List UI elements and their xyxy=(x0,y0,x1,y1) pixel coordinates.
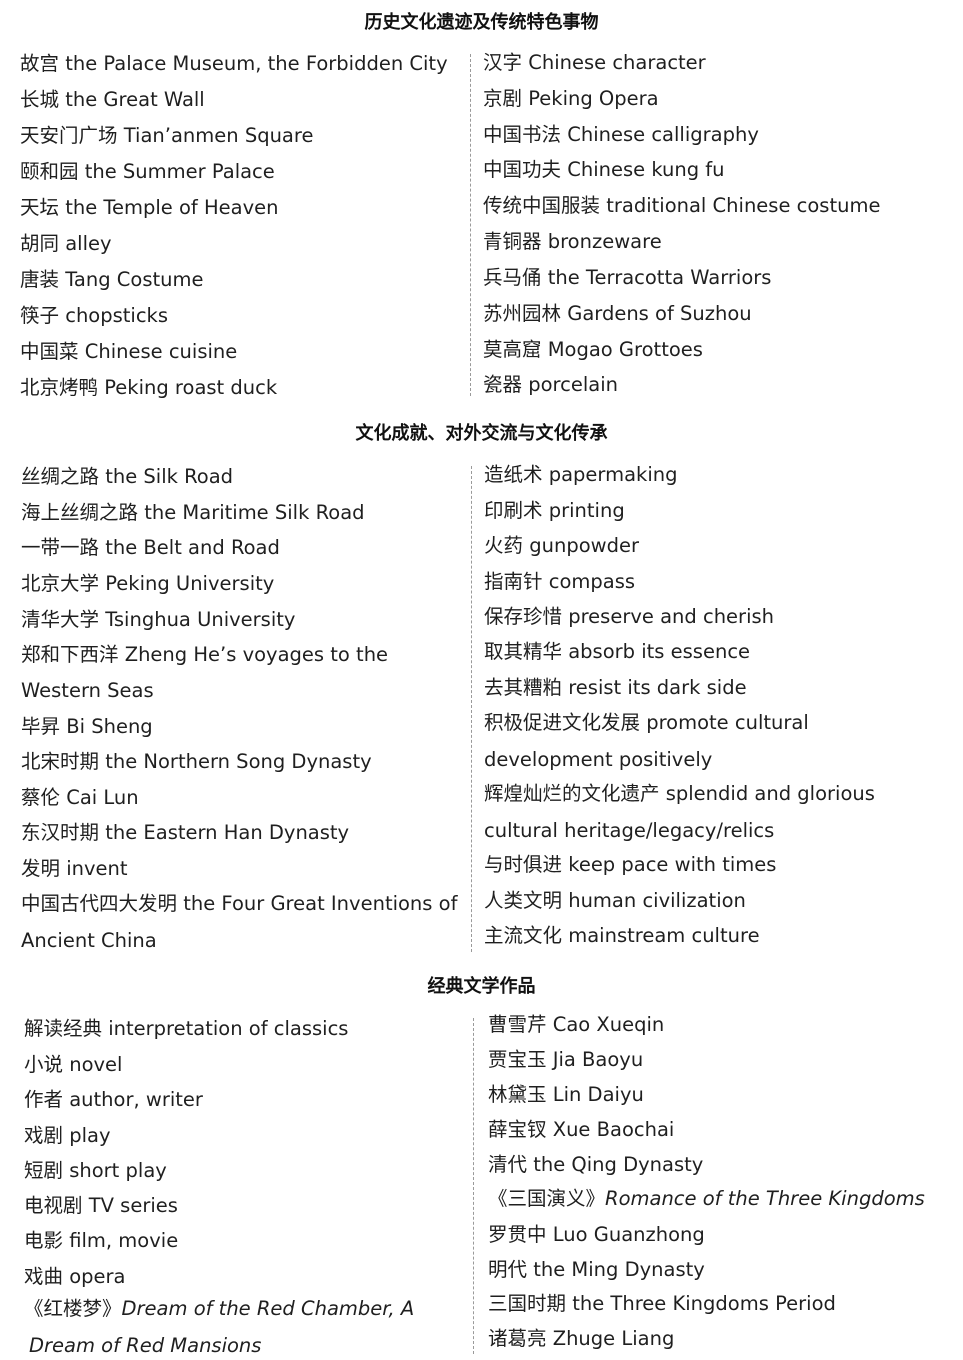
section-2-title: 文化成就、对外交流与文化传承 xyxy=(355,423,608,444)
entry: 中国书法 Chinese calligraphy xyxy=(483,123,759,146)
entry: 小说 novel xyxy=(24,1053,123,1076)
entry: 苏州园林 Gardens of Suzhou xyxy=(483,302,752,325)
entry: 兵马俑 the Terracotta Warriors xyxy=(483,266,772,289)
entry: 保存珍惜 preserve and cherish xyxy=(484,605,775,628)
entry: 曹雪芹 Cao Xueqin xyxy=(488,1013,665,1036)
entry: 戏曲 opera xyxy=(24,1265,126,1288)
entry: 长城 the Great Wall xyxy=(20,88,205,111)
entry: development positively xyxy=(484,748,713,771)
entry: 取其精华 absorb its essence xyxy=(484,640,751,663)
entry: 人类文明 human civilization xyxy=(484,889,746,912)
section-3-divider xyxy=(473,1018,474,1354)
entry: 天安门广场 Tian’anmen Square xyxy=(20,124,314,147)
entry: 蔡伦 Cai Lun xyxy=(21,786,139,809)
entry: 东汉时期 the Eastern Han Dynasty xyxy=(21,821,350,844)
entry: 短剧 short play xyxy=(24,1159,167,1182)
entry: 罗贯中 Luo Guanzhong xyxy=(488,1223,705,1246)
entry: 中国菜 Chinese cuisine xyxy=(20,340,238,363)
entry: 去其糟粕 resist its dark side xyxy=(484,676,747,699)
entry: 中国古代四大发明 the Four Great Inventions of xyxy=(21,892,458,915)
entry: 主流文化 mainstream culture xyxy=(484,924,760,947)
entry: 指南针 compass xyxy=(484,570,636,593)
section-1-title: 历史文化遗迹及传统特色事物 xyxy=(364,12,599,33)
entry: 故宫 the Palace Museum, the Forbidden City xyxy=(20,52,448,75)
entry: 颐和园 the Summer Palace xyxy=(20,160,275,183)
entry: 三国时期 the Three Kingdoms Period xyxy=(488,1292,836,1315)
entry: 电影 film, movie xyxy=(24,1229,179,1252)
entry: 造纸术 papermaking xyxy=(484,463,678,486)
entry: Ancient China xyxy=(21,929,157,952)
entry: 火药 gunpowder xyxy=(484,534,639,557)
entry: 清代 the Qing Dynasty xyxy=(488,1153,704,1176)
entry: 积极促进文化发展 promote cultural xyxy=(484,711,809,734)
entry: 一带一路 the Belt and Road xyxy=(21,536,280,559)
entry: 贾宝玉 Jia Baoyu xyxy=(488,1048,644,1071)
entry: 与时俱进 keep pace with times xyxy=(484,853,777,876)
entry: 青铜器 bronzeware xyxy=(483,230,662,253)
entry: 筷子 chopsticks xyxy=(20,304,169,327)
entry: 电视剧 TV series xyxy=(24,1194,178,1217)
entry: 北京烤鸭 Peking roast duck xyxy=(20,376,278,399)
entry: 解读经典 interpretation of classics xyxy=(24,1017,349,1040)
entry: 清华大学 Tsinghua University xyxy=(21,608,296,631)
section-3-title: 经典文学作品 xyxy=(427,976,536,997)
entry: 《红楼梦》Dream of the Red Chamber, A xyxy=(24,1297,415,1320)
entry: 汉字 Chinese character xyxy=(483,51,706,74)
entry: 丝绸之路 the Silk Road xyxy=(21,465,234,488)
entry: 《三国演义》Romance of the Three Kingdoms xyxy=(488,1187,925,1210)
entry: 北京大学 Peking University xyxy=(21,572,275,595)
entry: Dream of Red Mansions xyxy=(29,1334,262,1357)
entry: 印刷术 printing xyxy=(484,499,625,522)
entry: 戏剧 play xyxy=(24,1124,111,1147)
entry: 瓷器 porcelain xyxy=(483,373,618,396)
entry: Western Seas xyxy=(21,679,154,702)
entry: 中国功夫 Chinese kung fu xyxy=(483,158,725,181)
entry: 薛宝钗 Xue Baochai xyxy=(488,1118,675,1141)
entry: 诸葛亮 Zhuge Liang xyxy=(488,1327,675,1350)
entry: 郑和下西洋 Zheng He’s voyages to the xyxy=(21,643,389,666)
entry: 传统中国服装 traditional Chinese costume xyxy=(483,194,881,217)
entry: 胡同 alley xyxy=(20,232,112,255)
section-1-divider xyxy=(470,54,471,396)
entry: 海上丝绸之路 the Maritime Silk Road xyxy=(21,501,365,524)
section-2-divider xyxy=(471,466,472,952)
entry: 发明 invent xyxy=(21,857,128,880)
entry: 作者 author, writer xyxy=(24,1088,203,1111)
entry: 莫高窟 Mogao Grottoes xyxy=(483,338,703,361)
entry: 唐装 Tang Costume xyxy=(20,268,204,291)
entry: 毕昇 Bi Sheng xyxy=(21,715,153,738)
entry: cultural heritage/legacy/relics xyxy=(484,819,775,842)
entry: 明代 the Ming Dynasty xyxy=(488,1258,705,1281)
entry: 京剧 Peking Opera xyxy=(483,87,659,110)
entry: 天坛 the Temple of Heaven xyxy=(20,196,279,219)
entry: 北宋时期 the Northern Song Dynasty xyxy=(21,750,372,773)
entry: 辉煌灿烂的文化遗产 splendid and glorious xyxy=(484,782,875,805)
entry: 林黛玉 Lin Daiyu xyxy=(488,1083,644,1106)
